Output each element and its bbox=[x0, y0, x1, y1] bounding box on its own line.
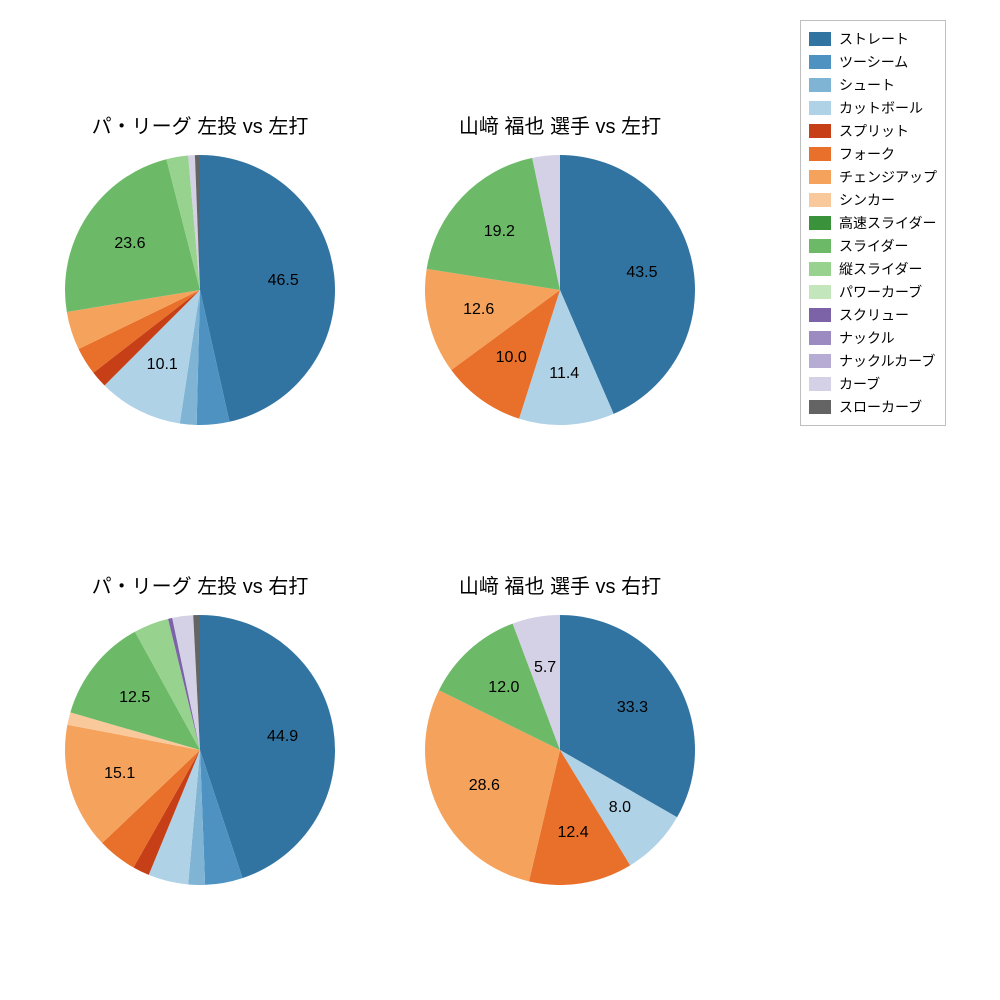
legend-item: 縦スライダー bbox=[809, 258, 937, 280]
legend-swatch bbox=[809, 55, 831, 69]
slice-value-label: 11.4 bbox=[549, 365, 579, 383]
legend-box: ストレートツーシームシュートカットボールスプリットフォークチェンジアップシンカー… bbox=[800, 20, 946, 426]
legend-item: ナックル bbox=[809, 327, 937, 349]
legend-label: チェンジアップ bbox=[839, 167, 937, 187]
legend-item: チェンジアップ bbox=[809, 166, 937, 188]
legend-item: 高速スライダー bbox=[809, 212, 937, 234]
legend-label: 高速スライダー bbox=[839, 213, 936, 233]
legend-label: スライダー bbox=[839, 236, 908, 256]
legend-item: フォーク bbox=[809, 143, 937, 165]
legend-item: シンカー bbox=[809, 189, 937, 211]
pie-chart bbox=[65, 615, 335, 885]
slice-value-label: 33.3 bbox=[617, 699, 648, 717]
legend-label: ストレート bbox=[839, 29, 909, 49]
legend-label: フォーク bbox=[839, 144, 895, 164]
slice-value-label: 19.2 bbox=[484, 223, 515, 241]
legend-label: ナックル bbox=[839, 328, 895, 348]
legend-swatch bbox=[809, 32, 831, 46]
slice-value-label: 5.7 bbox=[534, 659, 556, 677]
legend-label: スクリュー bbox=[839, 305, 909, 325]
slice-value-label: 12.6 bbox=[463, 301, 494, 319]
legend-label: ナックルカーブ bbox=[839, 351, 935, 371]
pie-chart bbox=[425, 155, 695, 425]
legend-swatch bbox=[809, 262, 831, 276]
legend-item: パワーカーブ bbox=[809, 281, 937, 303]
legend-item: カーブ bbox=[809, 373, 937, 395]
legend-label: シュート bbox=[839, 75, 895, 95]
slice-value-label: 28.6 bbox=[469, 777, 500, 795]
legend-swatch bbox=[809, 400, 831, 414]
slice-value-label: 46.5 bbox=[268, 272, 299, 290]
figure: 46.5 10.1 23.6 パ・リーグ 左投 vs 左打 43.5 11.4 10.0 12… bbox=[0, 0, 1000, 1000]
legend-label: ツーシーム bbox=[839, 52, 908, 72]
legend-item: スローカーブ bbox=[809, 396, 937, 418]
slice-value-label: 12.4 bbox=[558, 824, 589, 842]
slice-value-label: 12.5 bbox=[119, 689, 150, 707]
slice-value-label: 15.1 bbox=[104, 765, 135, 783]
legend-item: ナックルカーブ bbox=[809, 350, 937, 372]
legend-swatch bbox=[809, 216, 831, 230]
legend-swatch bbox=[809, 193, 831, 207]
chart-title: 山﨑 福也 選手 vs 左打 bbox=[459, 110, 661, 139]
legend-item: シュート bbox=[809, 74, 937, 96]
legend-label: スローカーブ bbox=[839, 397, 922, 417]
slice-value-label: 44.9 bbox=[267, 728, 298, 746]
legend-swatch bbox=[809, 239, 831, 253]
legend-label: 縦スライダー bbox=[839, 259, 922, 279]
legend-label: スプリット bbox=[839, 121, 909, 141]
legend-swatch bbox=[809, 331, 831, 345]
legend-swatch bbox=[809, 308, 831, 322]
pie-chart bbox=[425, 615, 695, 885]
legend-item: スライダー bbox=[809, 235, 937, 257]
legend-swatch bbox=[809, 170, 831, 184]
legend-swatch bbox=[809, 78, 831, 92]
legend-label: シンカー bbox=[839, 190, 895, 210]
legend-swatch bbox=[809, 377, 831, 391]
chart-title: パ・リーグ 左投 vs 右打 bbox=[92, 570, 309, 599]
slice-value-label: 10.1 bbox=[147, 356, 178, 374]
slice-value-label: 8.0 bbox=[609, 799, 631, 817]
chart-title: パ・リーグ 左投 vs 左打 bbox=[92, 110, 309, 139]
legend-item: ストレート bbox=[809, 28, 937, 50]
legend-label: パワーカーブ bbox=[839, 282, 922, 302]
legend-swatch bbox=[809, 285, 831, 299]
slice-value-label: 23.6 bbox=[114, 235, 145, 253]
slice-value-label: 10.0 bbox=[496, 349, 527, 367]
legend-swatch bbox=[809, 124, 831, 138]
legend-swatch bbox=[809, 354, 831, 368]
legend-label: カーブ bbox=[839, 374, 880, 394]
legend-item: スプリット bbox=[809, 120, 937, 142]
legend-item: スクリュー bbox=[809, 304, 937, 326]
legend-label: カットボール bbox=[839, 98, 923, 118]
chart-title: 山﨑 福也 選手 vs 右打 bbox=[459, 570, 661, 599]
pie-chart bbox=[65, 155, 335, 425]
legend-swatch bbox=[809, 101, 831, 115]
legend-swatch bbox=[809, 147, 831, 161]
legend-item: ツーシーム bbox=[809, 51, 937, 73]
legend-item: カットボール bbox=[809, 97, 937, 119]
slice-value-label: 43.5 bbox=[626, 264, 657, 282]
slice-value-label: 12.0 bbox=[488, 679, 519, 697]
